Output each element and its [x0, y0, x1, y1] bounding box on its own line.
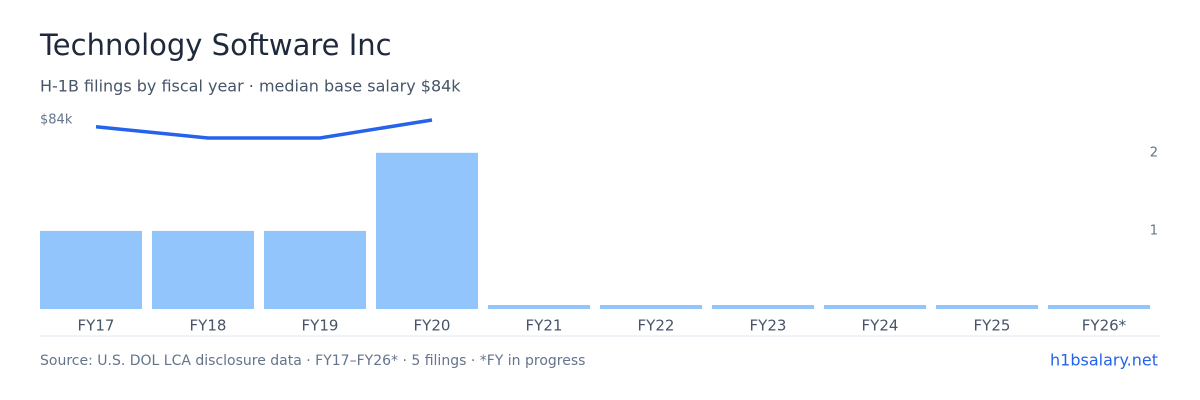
- x-tick-label: FY17: [78, 317, 115, 335]
- bar: [264, 230, 366, 309]
- bar: [600, 305, 702, 309]
- bar: [376, 152, 478, 309]
- x-tick-label: FY26*: [1082, 317, 1127, 335]
- x-tick-label: FY22: [638, 317, 675, 335]
- x-tick-label: FY25: [974, 317, 1011, 335]
- chart-subtitle: H-1B filings by fiscal year · median bas…: [40, 77, 461, 96]
- x-tick-label: FY18: [190, 317, 227, 335]
- y2-tick-label: 1: [1150, 223, 1158, 238]
- x-tick-label: FY24: [862, 317, 899, 335]
- x-tick-label: FY21: [526, 317, 563, 335]
- bar: [152, 230, 254, 309]
- bar: [824, 305, 926, 309]
- footer-link[interactable]: h1bsalary.net: [1050, 351, 1158, 370]
- x-tick-label: FY19: [302, 317, 339, 335]
- chart-title: Technology Software Inc: [39, 28, 392, 62]
- bar: [488, 305, 590, 309]
- bar: [712, 305, 814, 309]
- footer-source: Source: U.S. DOL LCA disclosure data · F…: [40, 353, 585, 369]
- x-tick-label: FY23: [750, 317, 787, 335]
- x-tick-label: FY20: [414, 317, 451, 335]
- salary-line: [95, 118, 433, 140]
- y2-tick-label: 2: [1150, 145, 1158, 160]
- y-tick-label: $84k: [40, 113, 73, 128]
- bar: [1048, 305, 1150, 309]
- bar: [40, 230, 142, 309]
- bar: [936, 305, 1038, 309]
